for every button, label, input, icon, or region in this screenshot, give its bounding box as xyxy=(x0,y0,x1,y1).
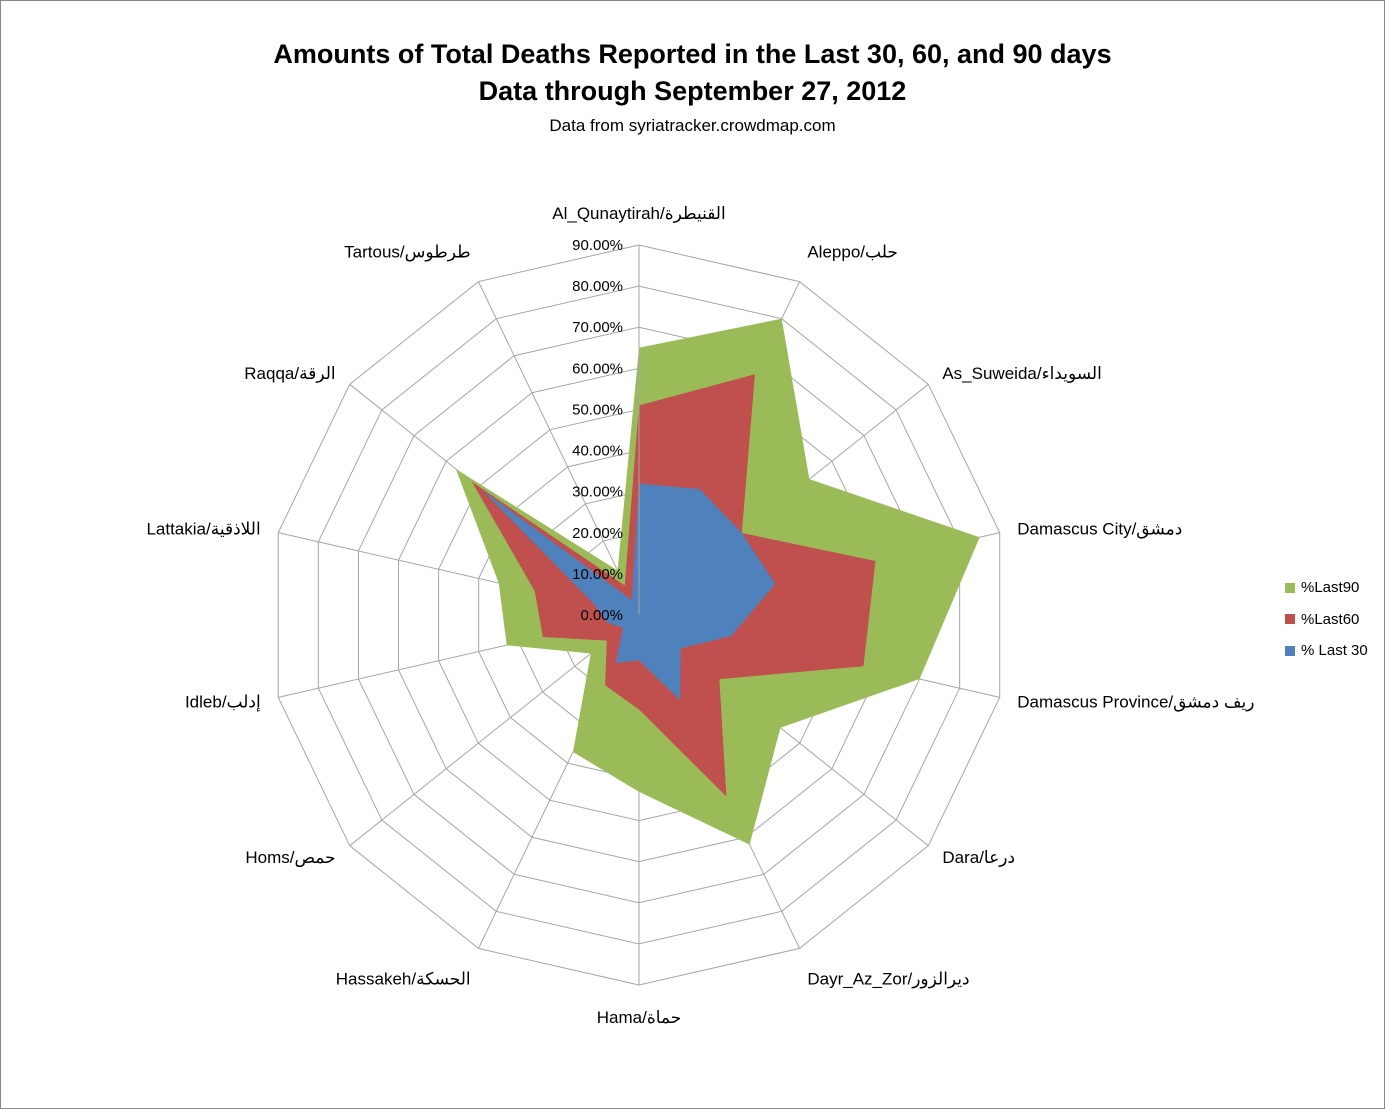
axis-tick-label: 70.00% xyxy=(572,319,623,336)
category-label: Idleb/إدلب xyxy=(185,692,261,711)
legend-label: %Last90 xyxy=(1301,579,1360,597)
axis-tick-label: 20.00% xyxy=(572,525,623,542)
legend-item: %Last60 xyxy=(1285,604,1368,636)
legend: %Last90 %Last60 % Last 30 xyxy=(1285,572,1368,667)
spoke-13 xyxy=(478,281,640,616)
category-label: Lattakia/اللاذقية xyxy=(146,520,260,539)
category-label: As_Suweida/السويداء xyxy=(942,364,1101,383)
category-label: Hama/حماة xyxy=(597,1008,682,1027)
legend-label: % Last 30 xyxy=(1301,642,1368,660)
legend-swatch xyxy=(1285,614,1295,625)
axis-tick-label: 40.00% xyxy=(572,443,623,460)
legend-swatch xyxy=(1285,582,1295,593)
category-label: Tartous/طرطوس xyxy=(344,242,470,261)
axis-tick-label: 30.00% xyxy=(572,484,623,501)
category-label: Damascus Province/ريف دمشق xyxy=(1017,692,1254,711)
chart-title: Amounts of Total Deaths Reported in the … xyxy=(273,39,1112,69)
axis-tick-label: 90.00% xyxy=(572,237,623,254)
category-label: Aleppo/حلب xyxy=(807,242,898,261)
category-label: Hassakeh/الحسكة xyxy=(336,970,471,989)
category-label: Dayr_Az_Zor/ديرالزور xyxy=(807,970,969,989)
axis-tick-label: 60.00% xyxy=(572,360,623,377)
category-label: Damascus City/دمشق xyxy=(1017,520,1182,539)
axis-tick-label: 50.00% xyxy=(572,401,623,418)
series-area-2 xyxy=(481,483,776,701)
axis-tick-label: 0.00% xyxy=(580,607,623,624)
category-label: Dara/درعا xyxy=(942,848,1015,867)
chart-title-line2: Data through September 27, 2012 xyxy=(478,76,907,106)
chart-subtitle: Data from syriatracker.crowdmap.com xyxy=(549,116,836,135)
category-label: Al_Qunaytirah/القنيطرة xyxy=(552,204,725,223)
legend-item: % Last 30 xyxy=(1285,635,1368,667)
legend-item: %Last90 xyxy=(1285,572,1368,604)
category-label: Homs/حمص xyxy=(245,848,335,867)
legend-label: %Last60 xyxy=(1301,610,1360,628)
legend-swatch xyxy=(1285,645,1295,656)
category-label: Raqqa/الرقة xyxy=(244,364,335,383)
axis-tick-label: 80.00% xyxy=(572,278,623,295)
axis-tick-label: 10.00% xyxy=(572,566,623,583)
